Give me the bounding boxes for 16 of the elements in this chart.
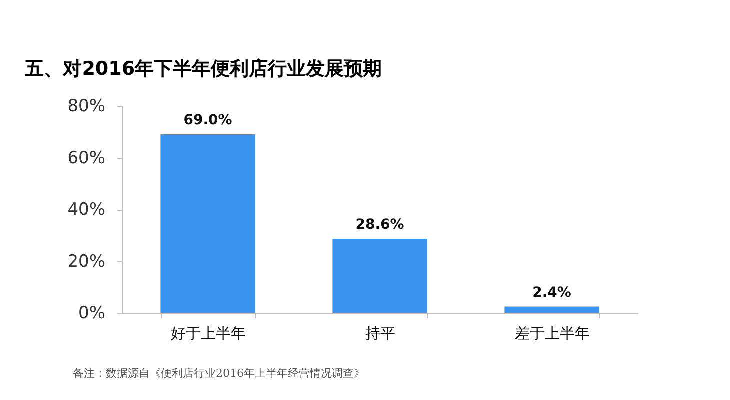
text: 备注：数据源自《便利店行业2016年上半年经营情况调查》 bbox=[73, 367, 365, 380]
bar bbox=[504, 306, 600, 313]
data-label: 28.6% bbox=[356, 216, 404, 233]
y-tick-label: 0% bbox=[78, 304, 106, 324]
y-tick-label: 80% bbox=[68, 96, 106, 116]
chart-title: 五、对2016年下半年便利店行业发展预期 bbox=[24, 58, 382, 80]
bar bbox=[332, 239, 428, 313]
x-tick-label: 持平 bbox=[366, 324, 396, 342]
data-label: 2.4% bbox=[532, 284, 572, 301]
bar bbox=[160, 134, 256, 313]
x-tick-label: 好于上半年 bbox=[171, 324, 246, 342]
x-tick-label: 差于上半年 bbox=[515, 324, 590, 342]
y-tick-label: 40% bbox=[68, 200, 106, 220]
y-tick-label: 60% bbox=[68, 148, 106, 168]
y-tick-label: 20% bbox=[68, 252, 106, 272]
data-label: 69.0% bbox=[184, 112, 232, 128]
